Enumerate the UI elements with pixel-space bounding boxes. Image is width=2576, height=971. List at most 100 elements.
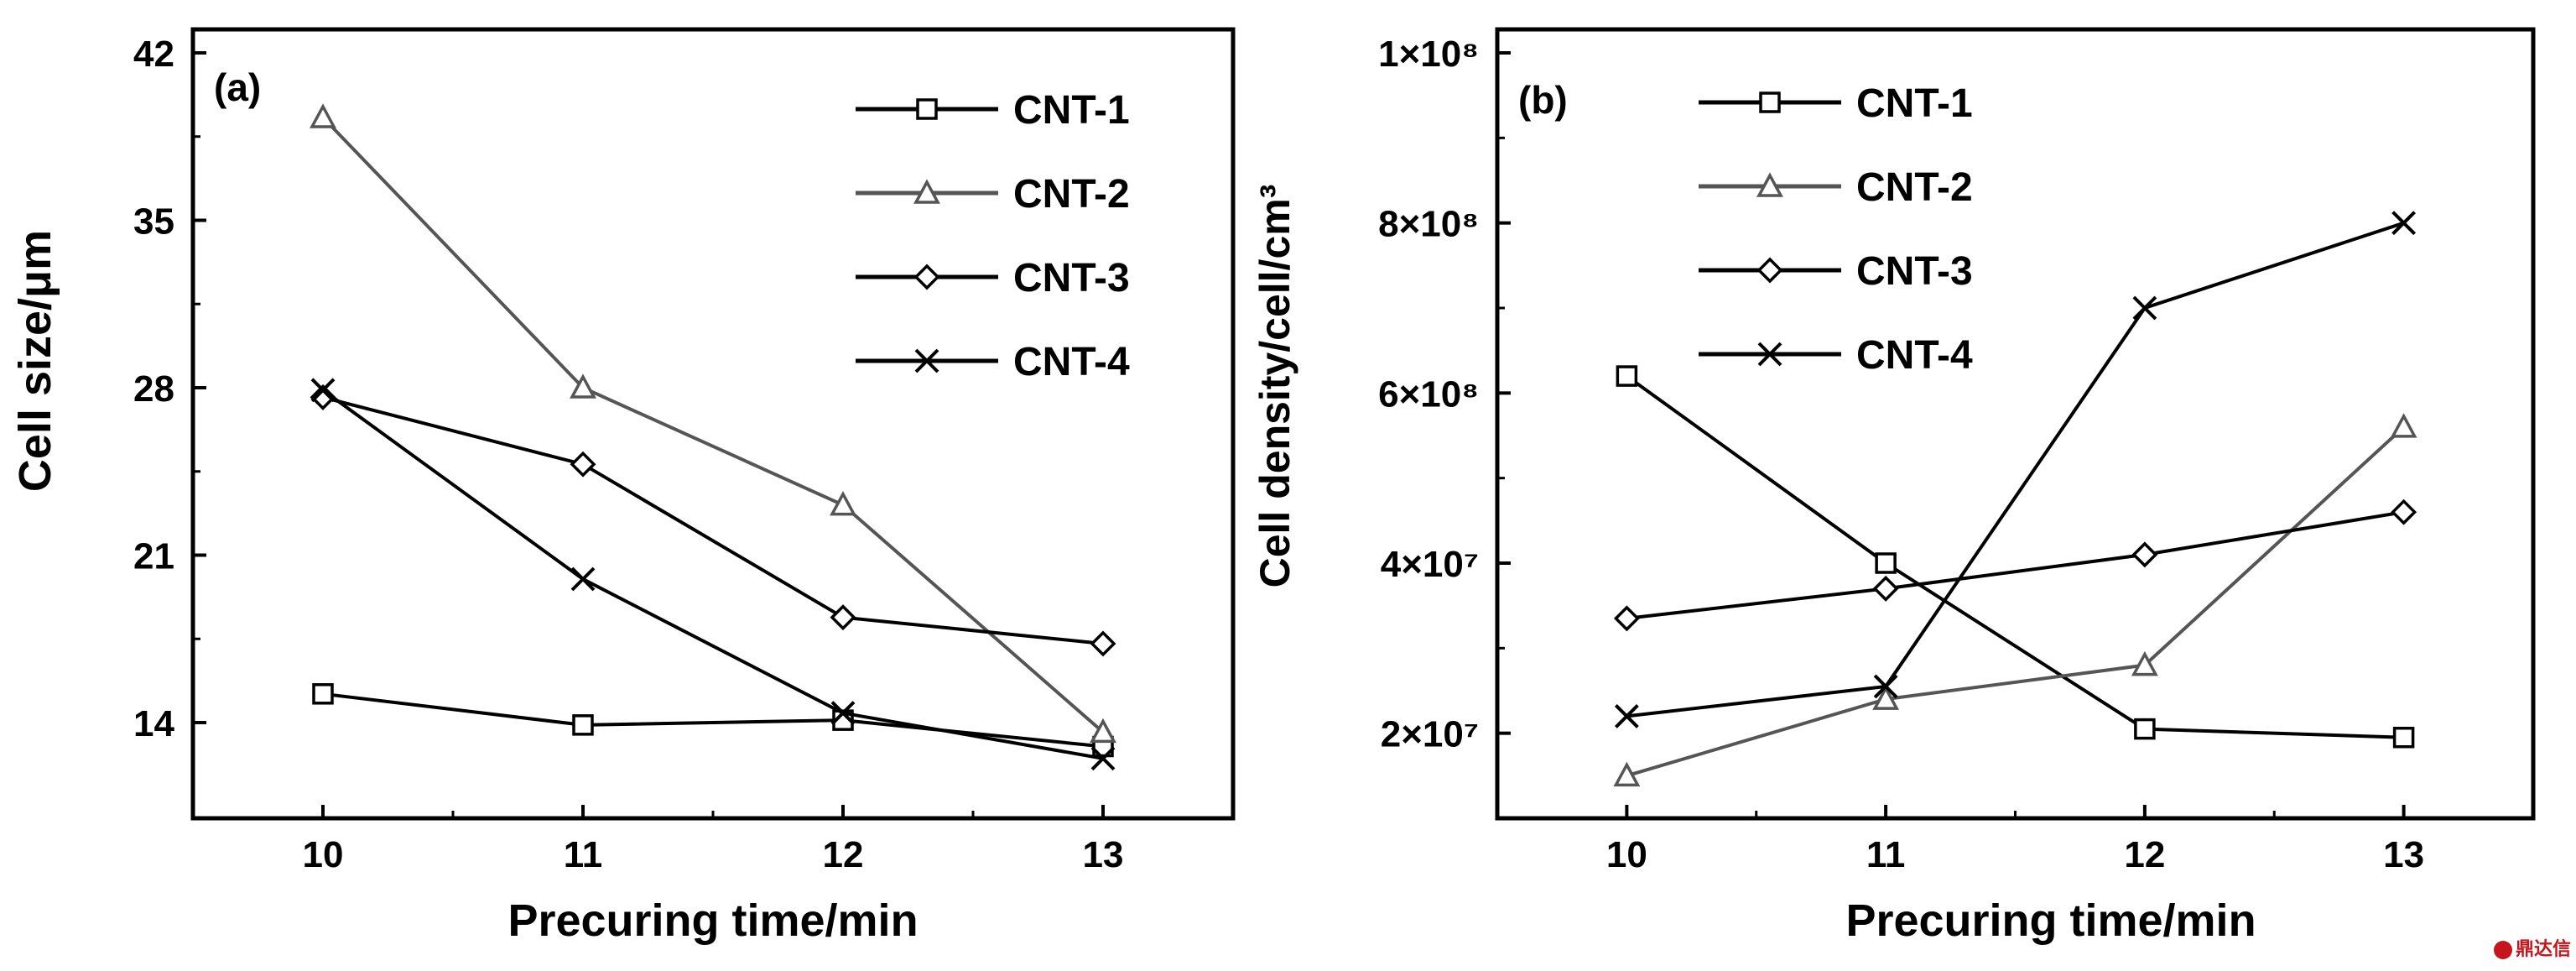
legend: CNT-1 CNT-2 CNT-3 CNT-4 bbox=[1699, 81, 1973, 378]
legend-label: CNT-2 bbox=[1856, 165, 1973, 210]
watermark-text: 鼎达信 bbox=[2515, 939, 2571, 960]
panel-b: (b) Precuring time/min Cell density/cell… bbox=[1252, 27, 2536, 946]
data-point bbox=[310, 103, 336, 128]
y-tick-label: 21 bbox=[133, 536, 174, 577]
legend-marker bbox=[913, 179, 940, 204]
data-point bbox=[2391, 499, 2417, 525]
legend-label: CNT-4 bbox=[1856, 333, 1973, 378]
logo-icon bbox=[2493, 941, 2512, 959]
series-line bbox=[321, 116, 1105, 733]
legend: CNT-1 CNT-2 CNT-3 CNT-4 bbox=[856, 88, 1130, 384]
legend-marker bbox=[1757, 342, 1782, 367]
data-point bbox=[570, 373, 596, 399]
series-cnt-2 bbox=[1613, 413, 2417, 787]
legend-marker bbox=[916, 98, 938, 120]
series-cnt-1 bbox=[1616, 365, 2415, 749]
series-line bbox=[1626, 425, 2405, 778]
data-point bbox=[312, 683, 334, 705]
data-point bbox=[830, 490, 856, 516]
x-tick-label: 10 bbox=[1606, 834, 1647, 875]
data-point bbox=[1090, 630, 1116, 657]
data-point bbox=[830, 604, 856, 631]
x-tick-label: 13 bbox=[1083, 834, 1124, 875]
data-point bbox=[2391, 211, 2417, 236]
y-tick-label: 35 bbox=[133, 201, 174, 243]
y-tick-label: 4×10⁷ bbox=[1381, 544, 1479, 585]
legend-item: CNT-4 bbox=[856, 340, 1130, 384]
y-tick-label: 1×10⁸ bbox=[1378, 34, 1479, 75]
data-point bbox=[572, 714, 594, 736]
legend-item: CNT-1 bbox=[856, 88, 1130, 133]
series-lines bbox=[310, 103, 1116, 771]
data-point bbox=[1616, 365, 1638, 387]
legend-item: CNT-2 bbox=[1699, 165, 1973, 210]
legend-item: CNT-3 bbox=[856, 256, 1130, 300]
legend-label: CNT-1 bbox=[1856, 81, 1973, 126]
legend-marker bbox=[1756, 257, 1783, 284]
plot-frame bbox=[190, 27, 1236, 821]
series-cnt-3 bbox=[310, 384, 1116, 657]
panel-label: (b) bbox=[1518, 78, 1568, 122]
legend-label: CNT-3 bbox=[1013, 256, 1130, 300]
series-line bbox=[1626, 374, 2404, 739]
legend-item: CNT-4 bbox=[1699, 333, 1973, 378]
data-point bbox=[2132, 295, 2157, 321]
x-tick-label: 10 bbox=[303, 834, 344, 875]
watermark: 鼎达信 bbox=[2493, 934, 2571, 961]
y-tick-label: 14 bbox=[133, 703, 174, 744]
legend-marker bbox=[1759, 91, 1781, 113]
series-cnt-4 bbox=[310, 378, 1116, 771]
data-point bbox=[830, 701, 856, 726]
data-point bbox=[310, 378, 336, 403]
legend-marker bbox=[1756, 172, 1783, 197]
y-tick-label: 2×10⁷ bbox=[1381, 714, 1479, 755]
x-tick-label: 12 bbox=[2124, 834, 2165, 875]
data-point bbox=[1875, 552, 1897, 574]
data-point bbox=[1090, 746, 1116, 771]
x-tick-label: 11 bbox=[564, 834, 603, 875]
x-tick-label: 11 bbox=[1866, 834, 1906, 875]
data-point bbox=[1613, 761, 1641, 787]
y-axis-label: Cell density/cell/cm³ bbox=[1252, 185, 1298, 588]
data-point bbox=[2390, 413, 2417, 438]
legend-label: CNT-2 bbox=[1013, 172, 1130, 217]
data-point bbox=[1872, 685, 1900, 710]
x-axis-label: Precuring time/min bbox=[1845, 895, 2256, 946]
series-cnt-2 bbox=[310, 103, 1116, 744]
x-axis-label: Precuring time/min bbox=[507, 895, 918, 946]
data-point bbox=[2134, 718, 2156, 740]
plot-frame bbox=[1495, 27, 2536, 821]
data-point bbox=[2392, 726, 2415, 749]
y-axis-label: Cell size/μm bbox=[10, 230, 60, 492]
panel-label: (a) bbox=[214, 65, 261, 109]
legend-item: CNT-2 bbox=[856, 172, 1130, 217]
series-line bbox=[322, 692, 1104, 749]
data-point bbox=[1614, 703, 1639, 728]
series-cnt-3 bbox=[1613, 499, 2417, 632]
x-tick-label: 12 bbox=[823, 834, 864, 875]
legend-marker bbox=[914, 348, 939, 373]
x-tick-label: 13 bbox=[2383, 834, 2424, 875]
series-line bbox=[1626, 510, 2404, 620]
y-tick-label: 28 bbox=[133, 368, 174, 410]
data-point bbox=[570, 451, 596, 478]
y-tick-label: 6×10⁸ bbox=[1378, 373, 1479, 415]
panel-a: (a) Precuring time/min Cell size/μm 10 11… bbox=[10, 27, 1236, 946]
data-point bbox=[1872, 575, 1899, 602]
legend-label: CNT-3 bbox=[1856, 249, 1973, 294]
data-point bbox=[1090, 718, 1116, 744]
data-point bbox=[2131, 650, 2158, 676]
series-line bbox=[1626, 221, 2405, 718]
data-point bbox=[570, 566, 596, 592]
legend-item: CNT-3 bbox=[1699, 249, 1973, 294]
series-cnt-4 bbox=[1614, 211, 2417, 728]
series-line bbox=[321, 389, 1104, 760]
axis-ticks: 10 11 12 13 14 21 28 35 42 bbox=[133, 34, 1123, 875]
data-point bbox=[1613, 605, 1640, 632]
axis-ticks: 10 11 12 13 2×10⁷ 4×10⁷ 6×10⁸ 8×10⁸ 1×10⁸ bbox=[1378, 34, 2424, 875]
series-line bbox=[322, 395, 1104, 645]
y-tick-label: 8×10⁸ bbox=[1378, 204, 1479, 245]
legend-marker bbox=[913, 264, 940, 290]
legend-label: CNT-1 bbox=[1013, 88, 1130, 133]
